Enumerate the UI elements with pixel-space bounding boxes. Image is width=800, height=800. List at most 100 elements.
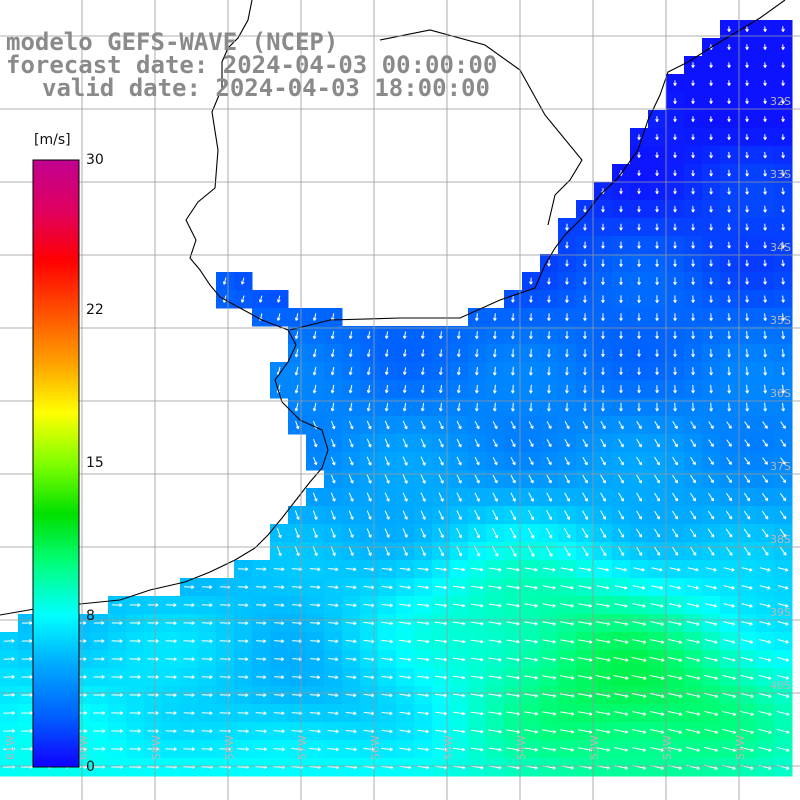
- wind-arrow: [529, 348, 533, 358]
- wind-arrow: [201, 711, 213, 716]
- wind-arrow: [366, 456, 372, 466]
- wind-arrow: [273, 711, 285, 716]
- wind-arrow: [744, 439, 750, 447]
- wind-arrow: [452, 729, 466, 734]
- wind-arrow: [614, 603, 628, 608]
- wind-arrow: [348, 528, 354, 538]
- wind-arrow: [781, 134, 785, 141]
- wind-arrow: [420, 546, 426, 557]
- colorbar-tick-22: 22: [86, 302, 104, 318]
- wind-arrow: [723, 603, 735, 608]
- wind-arrow: [780, 421, 786, 429]
- wind-arrow: [438, 385, 443, 394]
- wind-arrow: [510, 421, 516, 430]
- wind-arrow: [309, 693, 321, 698]
- lon-label: 53W: [588, 735, 601, 760]
- wind-arrow: [655, 134, 659, 141]
- wind-arrow: [745, 259, 749, 267]
- wind-arrow: [745, 169, 749, 177]
- wind-arrow: [129, 657, 141, 661]
- wind-arrow: [474, 527, 480, 539]
- wind-arrow: [402, 331, 407, 339]
- wind-arrow: [348, 420, 354, 430]
- wind-arrow: [631, 674, 647, 680]
- wind-arrow: [384, 385, 389, 394]
- wind-arrow: [111, 675, 123, 679]
- wind-arrow: [21, 639, 33, 643]
- wind-arrow: [565, 366, 569, 376]
- wind-arrow: [201, 603, 213, 608]
- wind-arrow: [727, 259, 731, 267]
- latitude-labels: 32S 33S 34S 35S 36S 37S 38S 39S 40S: [770, 95, 791, 692]
- wind-arrow: [309, 621, 321, 626]
- wind-arrow: [274, 657, 285, 662]
- wind-arrow: [745, 223, 749, 231]
- wind-arrow: [456, 510, 462, 520]
- wind-arrow: [708, 457, 714, 466]
- wind-arrow: [21, 621, 33, 625]
- wind-arrow: [691, 367, 695, 376]
- wind-arrow: [258, 295, 263, 303]
- wind-arrow: [741, 567, 753, 572]
- wind-arrow: [708, 475, 714, 484]
- wind-arrow: [725, 546, 733, 556]
- wind-arrow: [745, 295, 749, 303]
- wind-arrow: [510, 366, 515, 376]
- wind-arrow: [330, 366, 335, 376]
- wind-arrow: [596, 747, 611, 752]
- wind-arrow: [366, 331, 371, 340]
- wind-arrow: [456, 545, 463, 557]
- wind-arrow: [653, 528, 661, 538]
- wind-arrow: [330, 474, 336, 484]
- colorbar-tick-8: 8: [86, 608, 95, 624]
- wind-arrow: [402, 420, 408, 430]
- wind-arrow: [777, 639, 789, 644]
- wind-arrow: [381, 657, 393, 662]
- wind-arrow: [542, 603, 556, 608]
- wind-arrow: [528, 439, 534, 448]
- wind-arrow: [327, 639, 339, 644]
- wind-arrow: [255, 621, 267, 626]
- wind-arrow: [651, 585, 664, 590]
- wind-arrow: [309, 729, 321, 734]
- wind-arrow: [345, 711, 357, 716]
- wind-arrow: [617, 546, 625, 557]
- wind-arrow: [255, 729, 267, 734]
- wind-arrow: [673, 402, 677, 412]
- wind-arrow: [488, 621, 502, 626]
- wind-arrow: [740, 746, 754, 752]
- wind-arrow: [636, 438, 642, 448]
- wind-arrow: [510, 474, 516, 484]
- wind-arrow: [542, 729, 557, 734]
- wind-arrow: [402, 367, 407, 376]
- wind-arrow: [600, 492, 606, 502]
- wind-arrow: [727, 384, 732, 394]
- wind-arrow: [273, 693, 285, 698]
- wind-arrow: [273, 747, 285, 752]
- wind-arrow: [402, 528, 408, 538]
- wind-arrow: [687, 585, 699, 590]
- wind-arrow: [381, 693, 393, 698]
- wind-arrow: [438, 331, 443, 339]
- wind-arrow: [618, 438, 624, 448]
- wind-arrow: [686, 621, 700, 626]
- wind-arrow: [779, 510, 787, 520]
- wind-arrow: [201, 657, 213, 662]
- wind-arrow: [759, 585, 771, 590]
- wind-arrow: [21, 693, 33, 697]
- wind-arrow: [111, 693, 123, 697]
- wind-arrow: [510, 456, 516, 466]
- wind-arrow: [781, 331, 786, 340]
- wind-arrow: [781, 313, 786, 321]
- wind-arrow: [691, 62, 695, 68]
- wind-arrow: [619, 349, 623, 357]
- wind-arrow: [722, 692, 737, 698]
- wind-arrow: [452, 603, 466, 608]
- wind-arrow: [524, 747, 538, 752]
- wind-arrow: [745, 62, 749, 68]
- wind-arrow: [709, 313, 713, 321]
- wind-arrow: [506, 657, 520, 662]
- wind-arrow: [488, 675, 502, 680]
- wind-arrow: [709, 205, 713, 213]
- wind-arrow: [690, 439, 696, 448]
